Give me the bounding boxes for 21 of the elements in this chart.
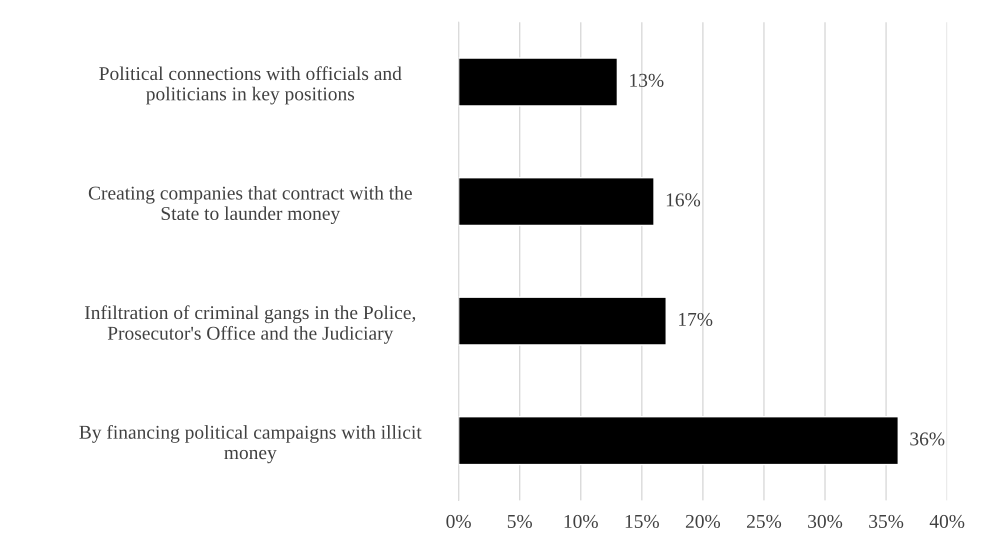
y-tick-label: By financing political campaigns with illicit money: [79, 424, 422, 464]
data-label: 36%: [910, 432, 944, 446]
x-tick-label: 40%: [930, 514, 964, 528]
y-tick-label: Infiltration of criminal gangs in the Police, Prosecutor's Office and the Judiciary: [84, 305, 416, 344]
bar: [458, 416, 899, 466]
x-tick-label: 20%: [686, 514, 720, 528]
data-label: 13%: [630, 74, 664, 87]
data-label: 16%: [666, 193, 700, 206]
x-tick-label: 0%: [446, 514, 471, 528]
bar: [458, 296, 667, 346]
bar: [458, 57, 618, 107]
x-tick-label: 30%: [808, 514, 842, 528]
data-label: 17%: [679, 312, 712, 326]
x-tick-label: 15%: [626, 514, 659, 528]
y-tick-label: Creating companies that contract with the State to launder money: [88, 186, 412, 224]
x-tick-label: 5%: [508, 514, 532, 528]
x-tick-label: 10%: [564, 514, 598, 528]
x-tick-label: 35%: [869, 514, 904, 528]
bar: [458, 176, 655, 226]
y-tick-label: Political connections with officials and politicians in key positions: [99, 66, 402, 104]
x-tick-label: 25%: [746, 514, 782, 528]
